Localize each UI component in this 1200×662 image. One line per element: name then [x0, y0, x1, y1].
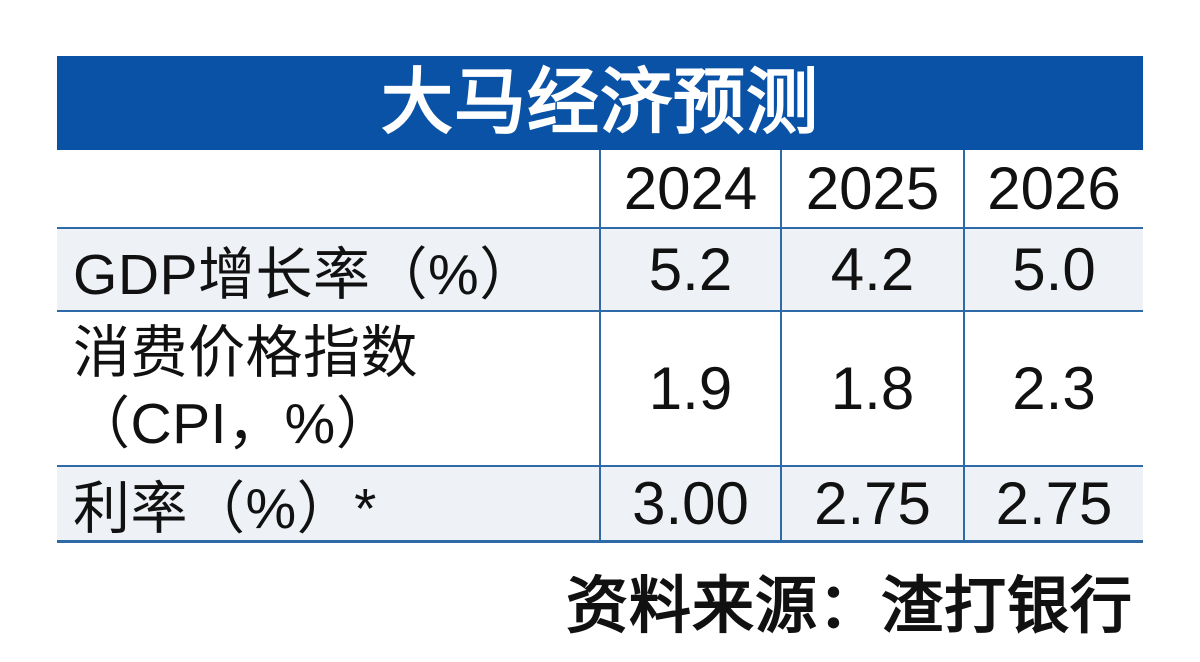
gdp-label-text: GDP增长率（%）	[73, 242, 537, 307]
table-title-banner: 大马经济预测	[57, 56, 1143, 150]
row-gdp-label: GDP增长率（%）	[57, 227, 599, 310]
cpi-value-2025: 1.8	[780, 310, 963, 465]
year-header-2024: 2024	[599, 150, 780, 227]
table-corner-cell	[57, 150, 599, 227]
forecast-table: 大马经济预测 2024 2025 2026 GDP增长率（%） 5.2 4.2 …	[57, 56, 1143, 645]
row-rate-label: 利率（%）*	[57, 465, 599, 543]
forecast-grid: 2024 2025 2026 GDP增长率（%） 5.2 4.2 5.0 消费价…	[57, 150, 1143, 543]
rate-value-2024: 3.00	[599, 465, 780, 543]
cpi-value-2026: 2.3	[963, 310, 1143, 465]
row-cpi-label: 消费价格指数 （CPI，%）	[57, 310, 599, 465]
gdp-value-2024: 5.2	[599, 227, 780, 310]
source-attribution: 资料来源：渣打银行	[565, 572, 1133, 641]
year-header-2025: 2025	[780, 150, 963, 227]
gdp-value-2026: 5.0	[963, 227, 1143, 310]
cpi-value-2024: 1.9	[599, 310, 780, 465]
cpi-label-line1: 消费价格指数	[73, 320, 418, 385]
rate-value-2026: 2.75	[963, 465, 1143, 543]
table-title: 大马经济预测	[380, 63, 819, 143]
cpi-label-line2: （CPI，%）	[73, 391, 394, 456]
rate-label-text: 利率（%）*	[73, 476, 377, 541]
rate-value-2025: 2.75	[780, 465, 963, 543]
year-header-2026: 2026	[963, 150, 1143, 227]
gdp-value-2025: 4.2	[780, 227, 963, 310]
